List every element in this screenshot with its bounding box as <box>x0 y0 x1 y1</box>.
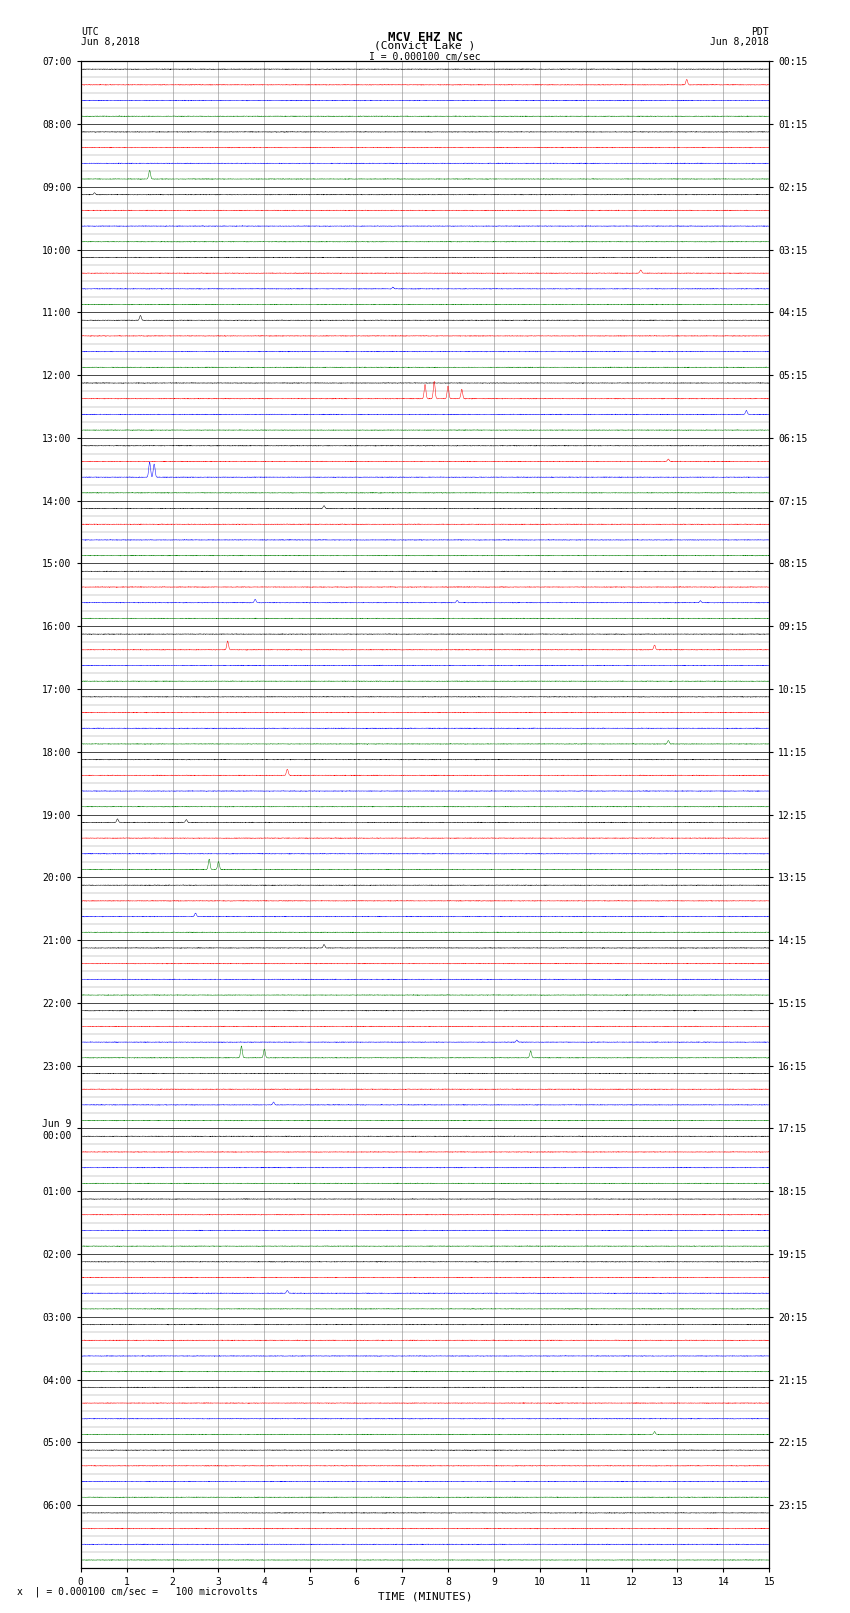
Text: Jun 8,2018: Jun 8,2018 <box>711 37 769 47</box>
Text: Jun 8,2018: Jun 8,2018 <box>81 37 139 47</box>
Text: MCV EHZ NC: MCV EHZ NC <box>388 31 462 44</box>
Text: I = 0.000100 cm/sec: I = 0.000100 cm/sec <box>369 52 481 61</box>
Text: x  | = 0.000100 cm/sec =   100 microvolts: x | = 0.000100 cm/sec = 100 microvolts <box>17 1586 258 1597</box>
Text: UTC: UTC <box>81 27 99 37</box>
X-axis label: TIME (MINUTES): TIME (MINUTES) <box>377 1590 473 1602</box>
Text: PDT: PDT <box>751 27 769 37</box>
Text: (Convict Lake ): (Convict Lake ) <box>374 40 476 50</box>
